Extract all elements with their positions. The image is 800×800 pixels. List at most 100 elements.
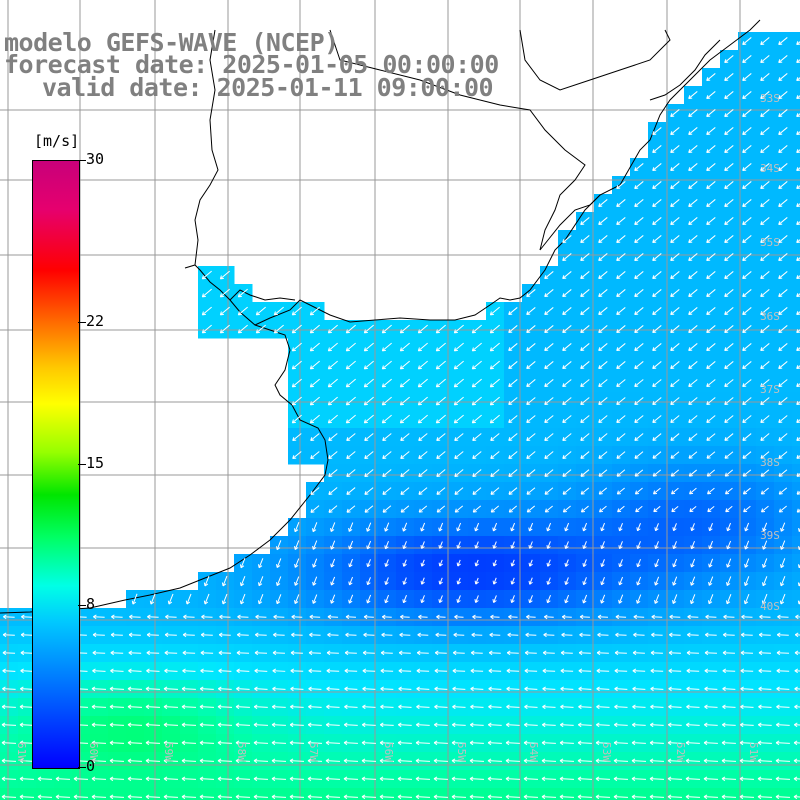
colorbar — [32, 160, 80, 769]
wind-arrow — [508, 361, 518, 370]
wind-arrow — [778, 73, 788, 82]
lat-label: 35S — [760, 236, 780, 249]
wind-arrow — [580, 217, 590, 226]
ocean-cell — [0, 788, 19, 800]
wind-arrow — [363, 342, 374, 352]
ocean-cell — [792, 302, 800, 321]
ocean-cell — [612, 788, 631, 800]
ocean-cell — [54, 788, 73, 800]
ocean-cell — [792, 590, 800, 609]
wind-arrow — [724, 55, 734, 64]
wind-arrow — [399, 378, 410, 388]
wind-arrow — [778, 289, 788, 298]
wind-arrow — [706, 73, 716, 82]
wind-arrow — [760, 307, 770, 316]
wind-arrow — [634, 325, 644, 334]
lon-label: 53W — [600, 742, 613, 762]
lon-label: 51W — [747, 742, 760, 762]
lat-label: 37S — [760, 383, 780, 396]
lon-label: 54W — [527, 742, 540, 762]
wind-arrow — [670, 127, 680, 136]
ocean-cell — [792, 32, 800, 51]
wind-arrow — [760, 55, 770, 64]
ocean-cell — [270, 788, 289, 800]
ocean-cell — [126, 788, 145, 800]
ocean-cell — [648, 788, 667, 800]
wind-arrow — [652, 217, 662, 226]
wind-arrow — [688, 127, 698, 136]
wind-arrow — [670, 253, 680, 262]
wind-arrow — [417, 378, 428, 388]
wind-arrow — [399, 360, 410, 370]
wind-arrow — [778, 217, 788, 226]
ocean-cell — [342, 788, 361, 800]
wind-arrow — [724, 199, 734, 208]
wind-arrow — [742, 235, 752, 244]
colorbar-unit: [m/s] — [34, 132, 80, 150]
wind-arrow — [670, 307, 680, 316]
wind-arrow — [760, 127, 770, 136]
wind-arrow — [580, 361, 590, 370]
wind-arrow — [742, 109, 752, 118]
wind-arrow — [237, 288, 248, 298]
wind-arrow — [688, 361, 698, 370]
wind-arrow — [544, 379, 554, 388]
wind-arrow — [760, 91, 770, 100]
wind-arrow — [489, 342, 500, 352]
wind-arrow — [742, 145, 752, 154]
lon-label: 57W — [307, 742, 320, 762]
wind-arrow — [760, 343, 770, 352]
lon-label: 56W — [382, 742, 395, 762]
ocean-cell — [378, 788, 397, 800]
wind-arrow — [345, 324, 356, 334]
lon-label: 59W — [162, 742, 175, 762]
wind-arrow — [706, 145, 716, 154]
ocean-cell — [684, 788, 703, 800]
wind-arrow — [237, 306, 248, 316]
wind-arrow — [508, 307, 518, 316]
wind-arrow — [724, 289, 734, 298]
ocean-cell — [216, 788, 235, 800]
wind-arrow — [706, 91, 716, 100]
wind-arrow — [724, 145, 734, 154]
wind-arrow — [652, 235, 662, 244]
ocean-cell — [450, 788, 469, 800]
wind-arrow — [706, 325, 716, 334]
wind-arrow — [670, 199, 680, 208]
wind-arrow — [399, 342, 410, 352]
wind-arrow — [417, 360, 428, 370]
wind-arrow — [381, 360, 392, 370]
ocean-cell — [360, 788, 379, 800]
wind-arrow — [580, 325, 590, 334]
wind-arrow — [670, 181, 680, 190]
wind-arrow — [724, 109, 734, 118]
colorbar-tick-label: 8 — [86, 595, 96, 614]
wind-arrow — [598, 379, 608, 388]
wind-arrow — [598, 307, 608, 316]
wind-arrow — [598, 271, 608, 280]
wind-arrow — [598, 343, 608, 352]
wind-arrow — [742, 73, 752, 82]
wind-arrow — [471, 378, 482, 388]
wind-arrow — [760, 145, 770, 154]
wind-arrow — [688, 343, 698, 352]
wind-arrow — [742, 37, 752, 46]
ocean-cell — [576, 788, 595, 800]
wind-arrow — [544, 361, 554, 370]
ocean-cell — [792, 536, 800, 555]
ocean-cell — [288, 788, 307, 800]
wind-arrow — [634, 181, 644, 190]
wind-arrow — [670, 235, 680, 244]
colorbar-tick-mark — [78, 605, 86, 607]
ocean-cell — [792, 338, 800, 357]
wind-arrow — [273, 306, 284, 316]
ocean-cell — [792, 284, 800, 303]
wind-arrow — [724, 73, 734, 82]
wind-arrow — [688, 235, 698, 244]
wind-arrow — [688, 217, 698, 226]
wind-arrow — [526, 379, 536, 388]
wind-arrow — [742, 163, 752, 172]
wind-arrow — [309, 378, 320, 388]
ocean-cell — [486, 788, 505, 800]
